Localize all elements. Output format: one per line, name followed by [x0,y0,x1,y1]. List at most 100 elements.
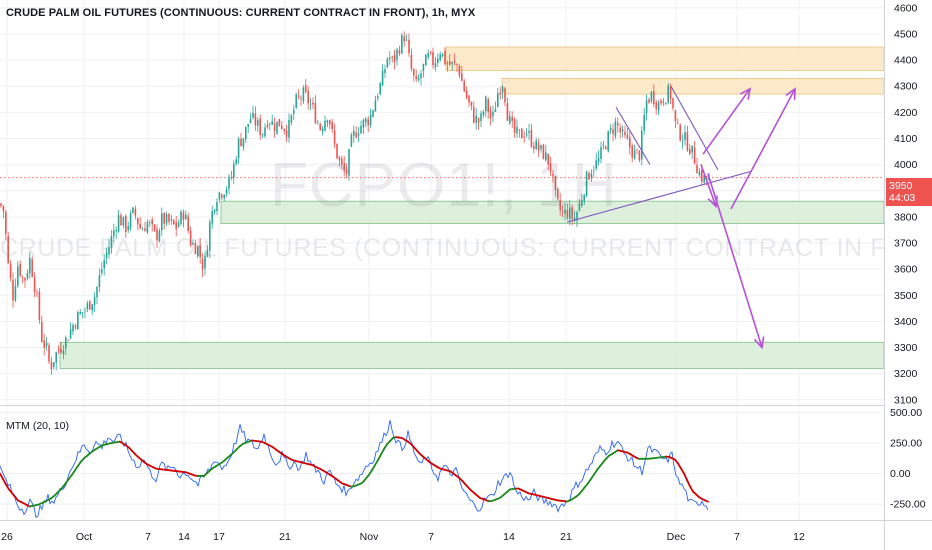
candle-body-279 [669,85,672,100]
candle-body-68 [163,213,165,224]
candle-body-270 [648,99,650,103]
candle-body-251 [602,144,605,146]
candle-body-266 [638,150,641,161]
candle-body-134 [321,128,324,132]
mtm-tick-label: 0.00 [890,468,911,480]
candle-body-12 [29,257,31,274]
candle-body-104 [249,119,252,123]
candle-body-274 [657,102,660,111]
candle-body-224 [537,143,540,151]
mtm-tick-label: 500.00 [890,407,922,419]
candle-body-199 [477,118,480,123]
candle-body-127 [305,85,307,92]
candle-body-28 [67,339,69,341]
candle-body-244 [585,171,588,196]
candle-body-231 [554,175,557,190]
candle-body-207 [497,93,499,108]
description-watermark: CRUDE PALM OIL FUTURES (CONTINUOUS: CURR… [0,234,884,262]
signal-segment-123 [368,469,373,476]
candle-body-108 [259,118,261,136]
candle-body-35 [84,310,86,311]
candle-body-119 [285,130,288,137]
candle-body-86 [206,250,209,257]
candle-body-63 [151,219,153,225]
candle-body-156 [374,100,377,112]
candle-body-249 [597,158,600,162]
signal-segment-0 [0,472,4,480]
candle-body-57 [137,218,139,225]
candle-body-15 [36,292,38,294]
candle-body-177 [425,54,427,66]
candle-body-133 [319,124,321,130]
candle-body-204 [489,110,492,119]
candle-body-91 [218,192,221,200]
candle-body-103 [247,123,249,127]
candle-body-181 [434,63,437,68]
candle-body-267 [641,130,643,160]
candle-body-123 [295,94,297,108]
candle-body-175 [420,73,422,78]
candle-body-171 [410,55,413,70]
candle-body-238 [571,207,573,219]
candle-body-183 [439,54,441,60]
candle-body-240 [576,211,578,221]
candle-body-193 [463,80,465,92]
candle-body-205 [492,112,494,117]
candle-body-74 [177,223,180,227]
signal-segment-127 [380,448,385,456]
candle-body-218 [523,136,525,138]
signal-segment-228 [683,472,688,481]
trendline-0 [566,170,753,223]
candle-body-8 [19,263,21,276]
supply-zone-0 [445,46,885,71]
candle-body-288 [691,145,693,153]
symbol-watermark: FCPO1!, 1H [270,151,618,220]
candle-body-234 [561,211,564,213]
candle-body-236 [566,209,569,218]
candle-body-81 [194,243,197,255]
candle-body-116 [278,119,281,127]
candle-body-66 [158,230,161,242]
candle-body-25 [60,348,62,353]
candle-body-56 [134,208,137,216]
candle-body-250 [600,147,602,159]
candle-body-225 [540,145,542,150]
candle-body-191 [458,65,461,76]
candle-body-228 [547,153,549,165]
candle-body-151 [362,119,365,128]
candle-body-30 [72,324,74,332]
candle-body-196 [470,101,473,106]
candle-body-98 [235,159,237,164]
candle-body-235 [564,209,566,215]
candle-body-37 [89,300,91,310]
candle-body-23 [55,352,57,363]
candle-body-50 [120,215,122,226]
candles [0,31,710,376]
indicator-label[interactable]: MTM (20, 10) [6,420,70,432]
candle-body-168 [403,36,405,42]
candle-body-286 [686,132,689,151]
candle-body-42 [101,269,103,274]
candle-body-192 [461,73,463,81]
candle-body-268 [643,115,645,131]
candle-body-147 [353,130,355,136]
current-price-value: 3950 [889,180,913,192]
price-tick-label: 4600 [894,2,918,14]
candle-body-58 [139,223,141,229]
candle-body-9 [21,276,24,278]
candle-body-124 [297,95,300,97]
price-tick-label: 3600 [894,264,918,276]
candle-body-149 [357,133,360,136]
candle-body-102 [245,126,247,140]
price-tick-label: 4300 [894,81,918,93]
candle-body-150 [360,125,362,134]
candle-body-190 [456,63,458,65]
candle-body-277 [665,102,667,105]
time-tick-label: Oct [76,531,92,543]
candle-body-33 [79,312,81,315]
candle-body-282 [677,122,679,124]
candle-body-197 [473,106,475,123]
candle-body-2 [5,211,7,234]
candle-body-87 [209,221,211,251]
